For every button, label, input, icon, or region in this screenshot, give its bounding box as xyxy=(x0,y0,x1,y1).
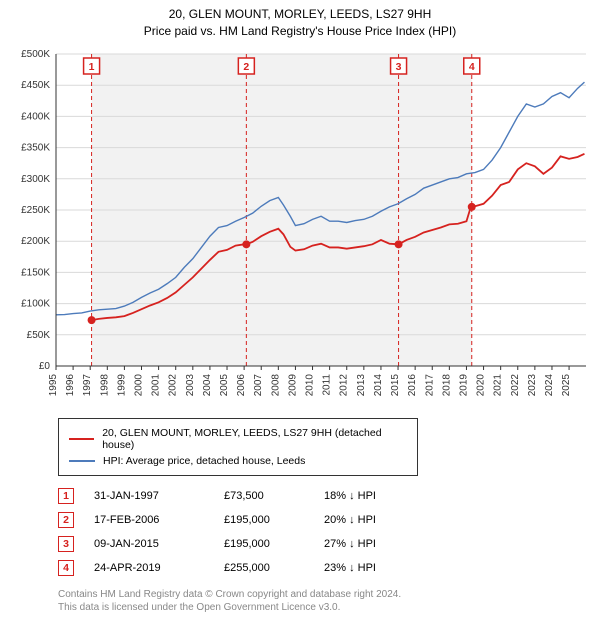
sale-price: £255,000 xyxy=(224,562,324,574)
sale-date: 17-FEB-2006 xyxy=(94,514,224,526)
svg-text:2022: 2022 xyxy=(510,373,521,396)
title-line1: 20, GLEN MOUNT, MORLEY, LEEDS, LS27 9HH xyxy=(8,6,592,23)
sale-row: 2 17-FEB-2006 £195,000 20% ↓ HPI xyxy=(58,508,592,532)
svg-text:2004: 2004 xyxy=(202,373,213,396)
svg-text:£400K: £400K xyxy=(21,111,50,122)
svg-text:2000: 2000 xyxy=(134,373,145,396)
svg-text:£100K: £100K xyxy=(21,298,50,309)
svg-text:2024: 2024 xyxy=(544,373,555,396)
svg-text:1997: 1997 xyxy=(82,373,93,396)
sale-diff: 18% ↓ HPI xyxy=(324,490,424,502)
legend-item: 20, GLEN MOUNT, MORLEY, LEEDS, LS27 9HH … xyxy=(69,425,407,453)
svg-text:1998: 1998 xyxy=(99,373,110,396)
svg-text:£150K: £150K xyxy=(21,267,50,278)
svg-text:2008: 2008 xyxy=(270,373,281,396)
svg-text:2009: 2009 xyxy=(287,373,298,396)
svg-text:1: 1 xyxy=(89,61,95,73)
svg-text:2014: 2014 xyxy=(373,373,384,396)
svg-text:2015: 2015 xyxy=(390,373,401,396)
sale-marker: 4 xyxy=(58,560,74,576)
svg-text:£250K: £250K xyxy=(21,205,50,216)
svg-text:1995: 1995 xyxy=(48,373,59,396)
sale-date: 09-JAN-2015 xyxy=(94,538,224,550)
svg-text:2017: 2017 xyxy=(424,373,435,396)
sale-row: 4 24-APR-2019 £255,000 23% ↓ HPI xyxy=(58,556,592,580)
svg-text:£300K: £300K xyxy=(21,173,50,184)
chart-titles: 20, GLEN MOUNT, MORLEY, LEEDS, LS27 9HH … xyxy=(8,6,592,40)
svg-text:2018: 2018 xyxy=(441,373,452,396)
svg-text:2016: 2016 xyxy=(407,373,418,396)
sale-marker: 1 xyxy=(58,488,74,504)
svg-text:2012: 2012 xyxy=(339,373,350,396)
svg-text:£0: £0 xyxy=(39,361,51,372)
title-line2: Price paid vs. HM Land Registry's House … xyxy=(8,23,592,40)
svg-text:2013: 2013 xyxy=(356,373,367,396)
svg-text:2001: 2001 xyxy=(151,373,162,396)
svg-text:2006: 2006 xyxy=(236,373,247,396)
svg-text:£350K: £350K xyxy=(21,142,50,153)
chart-area: £0 £50K £100K £150K £200K £250K £300K £350K £400… xyxy=(8,48,592,408)
svg-text:1999: 1999 xyxy=(116,373,127,396)
svg-text:2021: 2021 xyxy=(493,373,504,396)
svg-text:2025: 2025 xyxy=(561,373,572,396)
svg-text:2007: 2007 xyxy=(253,373,264,396)
svg-text:1996: 1996 xyxy=(65,373,76,396)
footer-line: Contains HM Land Registry data © Crown c… xyxy=(58,588,592,601)
legend-item: HPI: Average price, detached house, Leed… xyxy=(69,453,407,469)
svg-text:£200K: £200K xyxy=(21,236,50,247)
legend-swatch xyxy=(69,438,94,440)
legend-label: 20, GLEN MOUNT, MORLEY, LEEDS, LS27 9HH … xyxy=(102,427,407,451)
sale-price: £195,000 xyxy=(224,538,324,550)
svg-text:2: 2 xyxy=(243,61,249,73)
svg-text:£50K: £50K xyxy=(27,329,51,340)
sale-price: £73,500 xyxy=(224,490,324,502)
sale-row: 1 31-JAN-1997 £73,500 18% ↓ HPI xyxy=(58,484,592,508)
sales-table: 1 31-JAN-1997 £73,500 18% ↓ HPI 2 17-FEB… xyxy=(58,484,592,580)
sale-diff: 20% ↓ HPI xyxy=(324,514,424,526)
svg-text:4: 4 xyxy=(469,61,475,73)
legend: 20, GLEN MOUNT, MORLEY, LEEDS, LS27 9HH … xyxy=(58,418,418,476)
svg-text:2019: 2019 xyxy=(458,373,469,396)
sale-marker: 2 xyxy=(58,512,74,528)
sale-date: 31-JAN-1997 xyxy=(94,490,224,502)
sale-diff: 27% ↓ HPI xyxy=(324,538,424,550)
svg-text:3: 3 xyxy=(396,61,402,73)
svg-text:2003: 2003 xyxy=(185,373,196,396)
legend-swatch xyxy=(69,460,95,462)
svg-text:£500K: £500K xyxy=(21,49,50,60)
sale-marker: 3 xyxy=(58,536,74,552)
svg-text:2005: 2005 xyxy=(219,373,230,396)
svg-text:2002: 2002 xyxy=(168,373,179,396)
sale-date: 24-APR-2019 xyxy=(94,562,224,574)
sale-diff: 23% ↓ HPI xyxy=(324,562,424,574)
sale-row: 3 09-JAN-2015 £195,000 27% ↓ HPI xyxy=(58,532,592,556)
footer: Contains HM Land Registry data © Crown c… xyxy=(58,588,592,614)
svg-text:2023: 2023 xyxy=(527,373,538,396)
footer-line: This data is licensed under the Open Gov… xyxy=(58,601,592,614)
svg-text:2011: 2011 xyxy=(322,373,333,395)
svg-text:2020: 2020 xyxy=(476,373,487,396)
legend-label: HPI: Average price, detached house, Leed… xyxy=(103,455,305,467)
svg-text:2010: 2010 xyxy=(305,373,316,396)
svg-text:£450K: £450K xyxy=(21,80,50,91)
sale-price: £195,000 xyxy=(224,514,324,526)
